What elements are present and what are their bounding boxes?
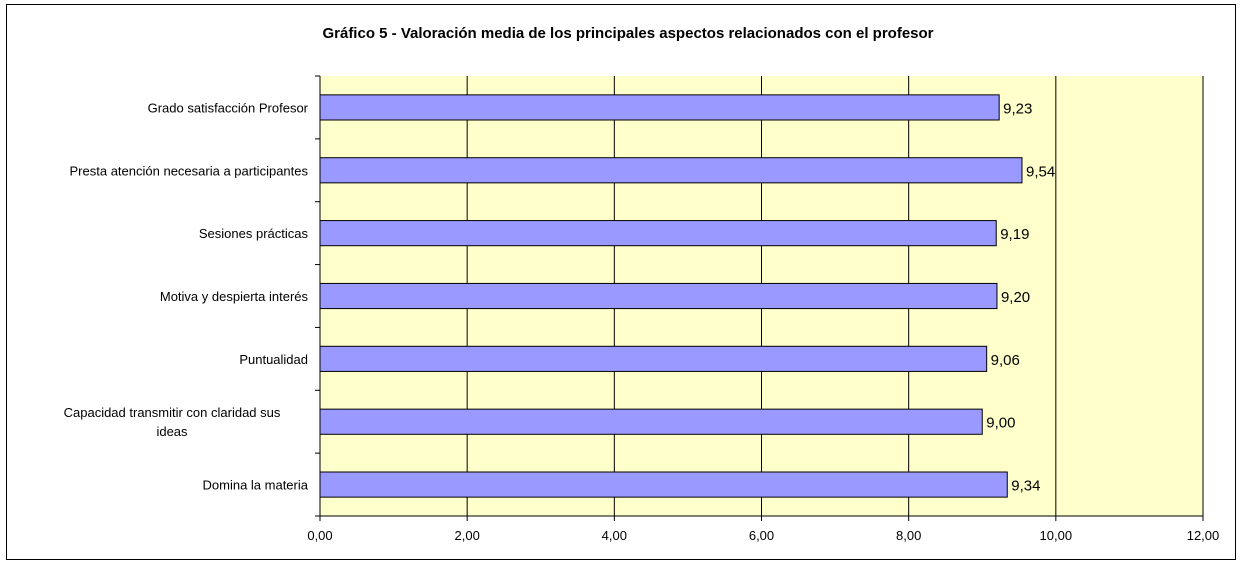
data-label: 9,20 bbox=[1001, 289, 1030, 306]
x-tick-label: 2,00 bbox=[455, 528, 480, 543]
bar bbox=[319, 282, 998, 310]
chart-title: Gráfico 5 - Valoración media de los prin… bbox=[322, 25, 933, 42]
labels: 0,00 2,00 4,00 6,00 8,00 10,00 12,00 9,23 Grado … bbox=[64, 100, 1220, 543]
data-label: 9,54 bbox=[1026, 163, 1055, 180]
category-label: Sesiones prácticas bbox=[199, 226, 309, 241]
data-label: 9,06 bbox=[991, 352, 1020, 369]
category-label: Capacidad transmitir con claridad sus ide… bbox=[64, 405, 281, 439]
x-tick-label: 0,00 bbox=[307, 528, 332, 543]
data-label: 9,34 bbox=[1011, 478, 1040, 495]
chart-frame: Gráfico 5 - Valoración media de los prin… bbox=[6, 4, 1236, 560]
data-label: 9,19 bbox=[1000, 226, 1029, 243]
x-tick-label: 6,00 bbox=[749, 528, 774, 543]
bar-chart: Gráfico 5 - Valoración media de los prin… bbox=[64, 25, 1220, 543]
bar bbox=[319, 157, 1023, 184]
category-label: Motiva y despierta interés bbox=[160, 289, 309, 304]
data-label: 9,00 bbox=[986, 415, 1015, 432]
bar bbox=[319, 94, 1000, 121]
axes bbox=[315, 75, 1204, 521]
x-tick-label: 8,00 bbox=[896, 528, 921, 543]
category-label: Grado satisfacción Profesor bbox=[148, 100, 309, 115]
category-label: Domina la materia bbox=[203, 478, 309, 493]
bar bbox=[319, 408, 983, 435]
data-label: 9,23 bbox=[1003, 100, 1032, 117]
bar bbox=[319, 471, 1008, 498]
x-tick-label: 10,00 bbox=[1040, 528, 1073, 543]
bars bbox=[319, 94, 1023, 498]
category-label: Puntualidad bbox=[239, 352, 308, 367]
bar bbox=[319, 345, 988, 372]
category-label: Presta atención necesaria a participante… bbox=[70, 163, 309, 178]
bar bbox=[319, 220, 997, 247]
x-tick-label: 12,00 bbox=[1187, 528, 1220, 543]
x-tick-label: 4,00 bbox=[602, 528, 627, 543]
